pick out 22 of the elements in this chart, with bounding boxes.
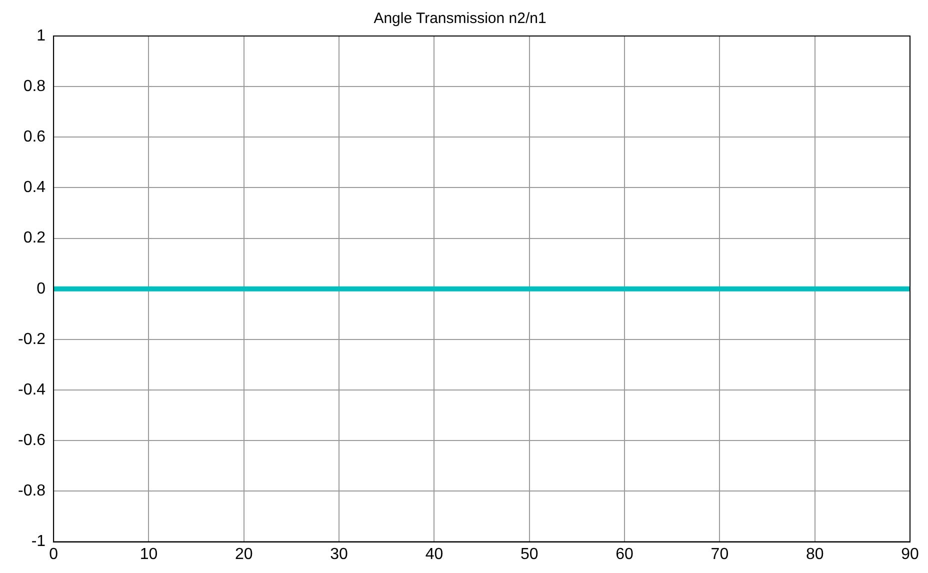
x-tick-label: 50: [520, 546, 538, 563]
x-tick-label: 10: [140, 546, 158, 563]
y-tick-label: -0.4: [18, 381, 46, 398]
y-tick-label: -0.6: [18, 432, 46, 450]
y-tick-label: 0.6: [23, 128, 46, 146]
y-tick-label: -0.8: [18, 482, 46, 500]
x-tick-label: 20: [234, 546, 253, 563]
x-tick-label: 90: [901, 546, 919, 563]
x-tick-label: 30: [330, 546, 348, 563]
y-tick-label: 0: [36, 280, 46, 298]
chart-title: Angle Transmission n2/n1: [374, 10, 546, 28]
x-tick-label: 70: [710, 546, 729, 563]
y-tick-label: 0.4: [23, 179, 46, 196]
y-tick-label: -1: [31, 533, 46, 550]
y-tick-label: 1: [36, 27, 46, 44]
x-tick-label: 40: [425, 546, 444, 563]
y-tick-label: 0.2: [23, 230, 46, 247]
x-tick-label: 60: [616, 546, 634, 563]
x-tick-label: 80: [806, 546, 824, 563]
x-tick-label: 0: [49, 546, 58, 563]
y-tick-label: -0.2: [18, 330, 46, 348]
y-tick-label: 0.8: [23, 78, 46, 95]
